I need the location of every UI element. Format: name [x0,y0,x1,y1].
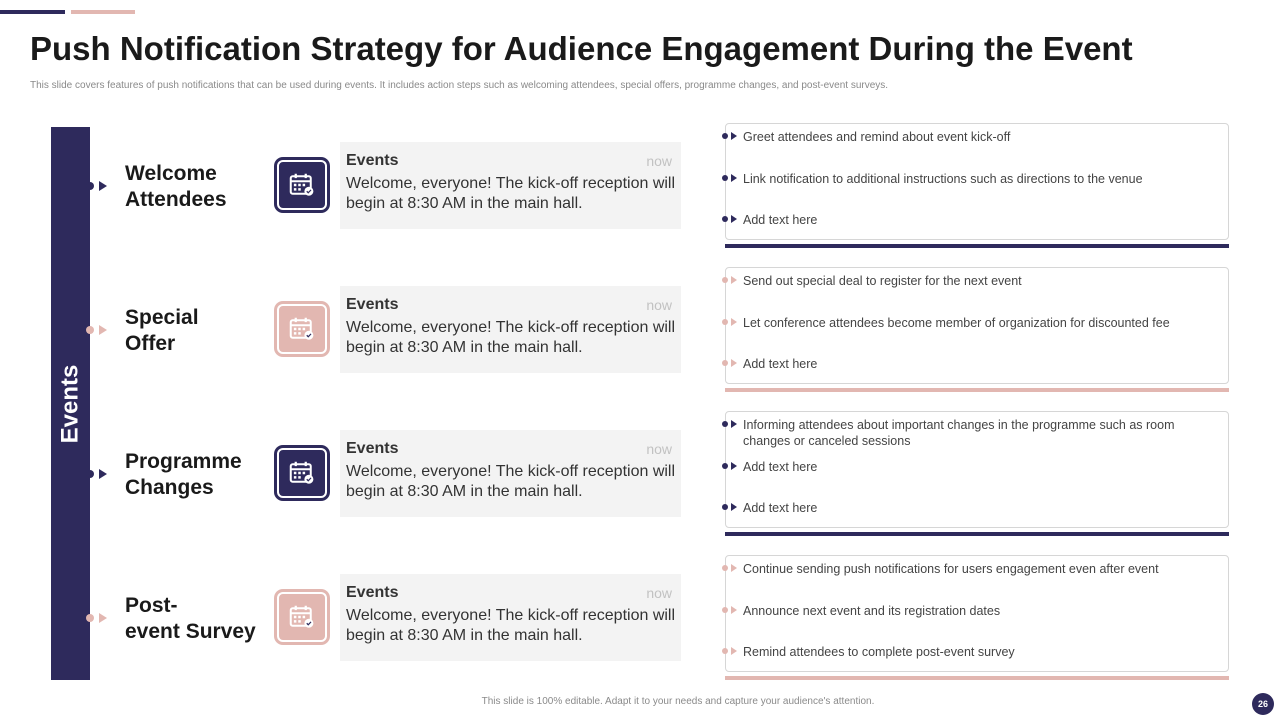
list-item: Add text here [722,212,1213,228]
notification-time: now [646,297,672,313]
row-label-programme-changes: Programme Changes [125,450,242,499]
notification-card[interactable]: Events now Welcome, everyone! The kick-o… [340,574,681,661]
events-sidebar-bar [51,127,90,680]
list-item: Add text here [722,356,1213,372]
notification-card[interactable]: Events now Welcome, everyone! The kick-o… [340,430,681,517]
list-item: Add text here [722,459,1213,475]
row-marker [86,180,110,192]
notification-message: Welcome, everyone! The kick-off receptio… [346,607,676,644]
box-underline [725,244,1229,248]
calendar-icon [277,592,327,642]
notification-app-name: Events [346,296,399,313]
row-marker [86,468,110,480]
notification-app-name: Events [346,440,399,457]
row-label-special-offer: Special Offer [125,306,199,355]
notification-time: now [646,585,672,601]
action-steps-box [725,555,1229,672]
box-underline [725,532,1229,536]
list-item: Link notification to additional instruct… [722,171,1213,187]
notification-card[interactable]: Events now Welcome, everyone! The kick-o… [340,286,681,373]
list-item: Add text here [722,500,1213,516]
list-item: Let conference attendees become member o… [722,315,1213,331]
row-label-post-event-survey: Post-event Survey [125,594,256,643]
list-item: Announce next event and its registration… [722,603,1213,619]
page-number: 26 [1252,693,1274,715]
notification-app-name: Events [346,584,399,601]
events-sidebar-label: Events [56,364,84,443]
notification-time: now [646,153,672,169]
list-item: Continue sending push notifications for … [722,561,1213,577]
page-subtitle: This slide covers features of push notif… [30,80,889,91]
action-steps-box [725,267,1229,384]
action-steps-box [725,123,1229,240]
notification-message: Welcome, everyone! The kick-off receptio… [346,319,676,356]
list-item: Greet attendees and remind about event k… [722,129,1213,145]
notification-app-name: Events [346,152,399,169]
page-title: Push Notification Strategy for Audience … [30,30,1133,67]
events-app-icon [274,589,330,645]
list-item: Send out special deal to register for th… [722,273,1213,289]
events-app-icon [274,445,330,501]
footer-note: This slide is 100% editable. Adapt it to… [481,696,875,707]
box-underline [725,676,1229,680]
notification-time: now [646,441,672,457]
list-item: Informing attendees about important chan… [722,417,1213,449]
row-label-welcome-attendees: Welcome Attendees [125,162,227,211]
events-app-icon [274,157,330,213]
notification-message: Welcome, everyone! The kick-off receptio… [346,463,676,500]
top-accent-dark [0,10,65,14]
calendar-icon [277,448,327,498]
row-marker [86,324,110,336]
calendar-icon [277,160,327,210]
top-accent-pink [71,10,135,14]
action-steps-box [725,411,1229,528]
row-marker [86,612,110,624]
box-underline [725,388,1229,392]
notification-card[interactable]: Events now Welcome, everyone! The kick-o… [340,142,681,229]
list-item: Remind attendees to complete post-event … [722,644,1213,660]
notification-message: Welcome, everyone! The kick-off receptio… [346,175,676,212]
calendar-icon [277,304,327,354]
events-app-icon [274,301,330,357]
